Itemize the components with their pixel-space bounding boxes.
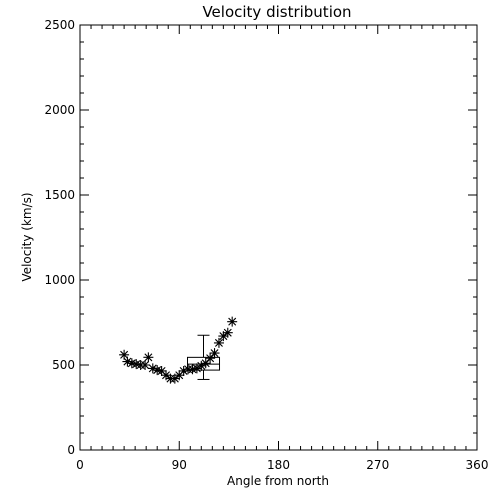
y-axis-label: Velocity (km/s): [20, 192, 34, 281]
data-point: [218, 331, 229, 342]
data-point: [169, 373, 180, 384]
data-point: [222, 327, 233, 338]
y-tick-label: 2000: [44, 103, 75, 117]
data-point: [131, 359, 142, 370]
y-tick-label: 500: [52, 358, 75, 372]
data-point: [178, 365, 189, 376]
data-point: [147, 363, 158, 374]
y-axis: 0 500 1000 1500 2000 2500: [44, 18, 477, 457]
data-point: [196, 360, 207, 371]
x-tick-label: 0: [76, 458, 84, 472]
data-point: [143, 352, 154, 363]
chart-title: Velocity distribution: [202, 3, 351, 21]
data-point: [174, 370, 185, 381]
plot-frame: [79, 24, 478, 451]
data-point: [140, 360, 151, 370]
data-point: [126, 358, 137, 369]
data-point: [119, 349, 130, 360]
y-tick-label: 0: [67, 443, 75, 457]
data-point: [200, 358, 211, 369]
x-tick-label: 270: [366, 458, 389, 472]
x-tick-label: 360: [466, 458, 489, 472]
x-axis-label: Angle from north: [227, 474, 329, 488]
y-tick-label: 1500: [44, 188, 75, 202]
data-point: [122, 356, 133, 367]
y-tick-label: 1000: [44, 273, 75, 287]
data-point: [191, 363, 202, 374]
data-point: [152, 365, 163, 376]
y-tick-label: 2500: [44, 18, 75, 32]
data-point: [156, 365, 167, 376]
data-point: [205, 353, 216, 364]
data-point: [213, 337, 224, 348]
data-point: [187, 364, 198, 375]
data-point: [161, 370, 172, 381]
data-point: [227, 316, 238, 327]
x-tick-label: 180: [267, 458, 290, 472]
x-axis: 0 90 180 270 360: [76, 25, 488, 472]
data-points: [119, 316, 238, 384]
data-point: [209, 348, 220, 359]
x-tick-label: 90: [172, 458, 187, 472]
